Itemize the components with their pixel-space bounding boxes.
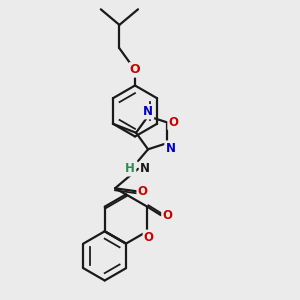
Text: O: O (130, 63, 140, 76)
Text: N: N (143, 105, 153, 118)
Text: O: O (169, 116, 178, 129)
Text: O: O (138, 185, 148, 198)
Text: H: H (125, 162, 135, 175)
Text: O: O (162, 208, 172, 222)
Text: N: N (140, 162, 150, 175)
Text: N: N (166, 142, 176, 154)
Text: O: O (144, 231, 154, 244)
